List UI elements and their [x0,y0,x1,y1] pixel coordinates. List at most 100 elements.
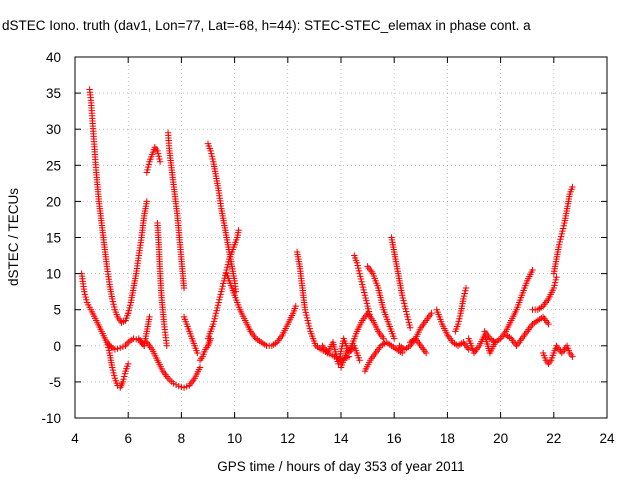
data-point [558,230,565,238]
data-point [360,286,367,294]
data-point [356,270,363,277]
y-tick-label: 5 [53,303,61,318]
data-point [117,344,124,352]
data-point [403,311,411,318]
data-point [111,303,118,311]
x-tick-label: 10 [227,431,242,446]
data-point [143,198,151,205]
y-tick-labels: -10 -5 0 5 10 15 20 25 30 35 40 [41,50,61,426]
data-point [557,236,564,243]
data-point [163,342,170,349]
data-point [305,322,313,330]
data-point [121,370,129,377]
data-point [456,315,463,322]
data-point [119,343,127,351]
data-point [355,267,363,275]
data-point [125,307,133,314]
data-point [212,312,219,320]
x-tick-label: 14 [333,431,349,446]
data-point [218,288,225,295]
data-point [404,316,412,323]
data-point [208,150,215,157]
data-point [556,238,563,246]
data-point [110,301,117,308]
data-point [216,293,224,301]
data-point [109,298,117,305]
data-point [217,291,224,298]
data-point [111,346,119,353]
data-point [400,300,408,307]
data-point [156,158,164,165]
data-point [196,364,204,371]
data-point [358,278,365,285]
data-point [125,360,132,368]
data-point [220,280,227,287]
data-markers [78,86,576,391]
data-point [154,147,161,155]
data-point [180,284,188,292]
y-tick-label: 15 [46,231,61,246]
x-tick-label: 4 [71,431,79,446]
data-point [551,279,559,286]
data-point [404,313,411,321]
data-point [428,310,435,317]
data-point [359,283,367,291]
data-point [545,320,552,328]
data-point [155,153,162,160]
data-point [146,313,153,321]
data-point [362,294,369,302]
data-point [126,304,133,312]
data-point [355,264,362,272]
axis-ticks [74,56,608,419]
data-point [109,364,116,371]
data-point [398,349,406,357]
data-point [214,304,221,312]
data-point [560,222,567,229]
data-point [529,266,536,274]
data-point [551,282,558,289]
data-point [363,300,371,307]
data-point [215,299,222,306]
data-point [550,284,557,292]
data-point [364,302,371,310]
data-point [553,274,560,281]
data-point [559,227,566,235]
data-point [406,324,414,331]
data-point [405,319,413,326]
y-tick-label: 30 [46,122,61,137]
x-tick-label: 24 [599,431,615,446]
data-point [462,284,470,292]
data-point [557,233,565,240]
data-point [144,163,152,171]
data-point [81,288,88,295]
data-point [462,287,469,294]
data-point [305,320,312,327]
data-point [207,147,214,155]
data-point [219,283,226,290]
data-point [183,383,190,390]
data-point [83,296,90,303]
data-point [306,325,313,332]
data-point [365,305,372,312]
chart-title: dSTEC Iono. truth (dav1, Lon=77, Lat=-68… [2,18,531,33]
data-point [208,153,216,160]
data-point [114,345,121,352]
data-point [214,301,222,309]
y-tick-label: -5 [49,375,61,390]
data-point [170,380,177,387]
data-point [103,338,111,346]
data-point [455,318,462,325]
y-tick-label: 20 [46,194,61,209]
y-tick-label: 10 [46,267,61,282]
data-point [454,320,462,328]
data-point [406,321,413,329]
data-point [224,264,231,271]
data-point [559,225,567,232]
data-point [210,320,217,328]
data-point [365,308,373,315]
x-tick-labels: 4 6 8 10 12 14 16 18 20 22 24 [71,431,615,446]
y-tick-label: 25 [46,158,61,173]
data-point [303,314,311,322]
data-point [213,307,220,314]
data-point [212,310,220,317]
